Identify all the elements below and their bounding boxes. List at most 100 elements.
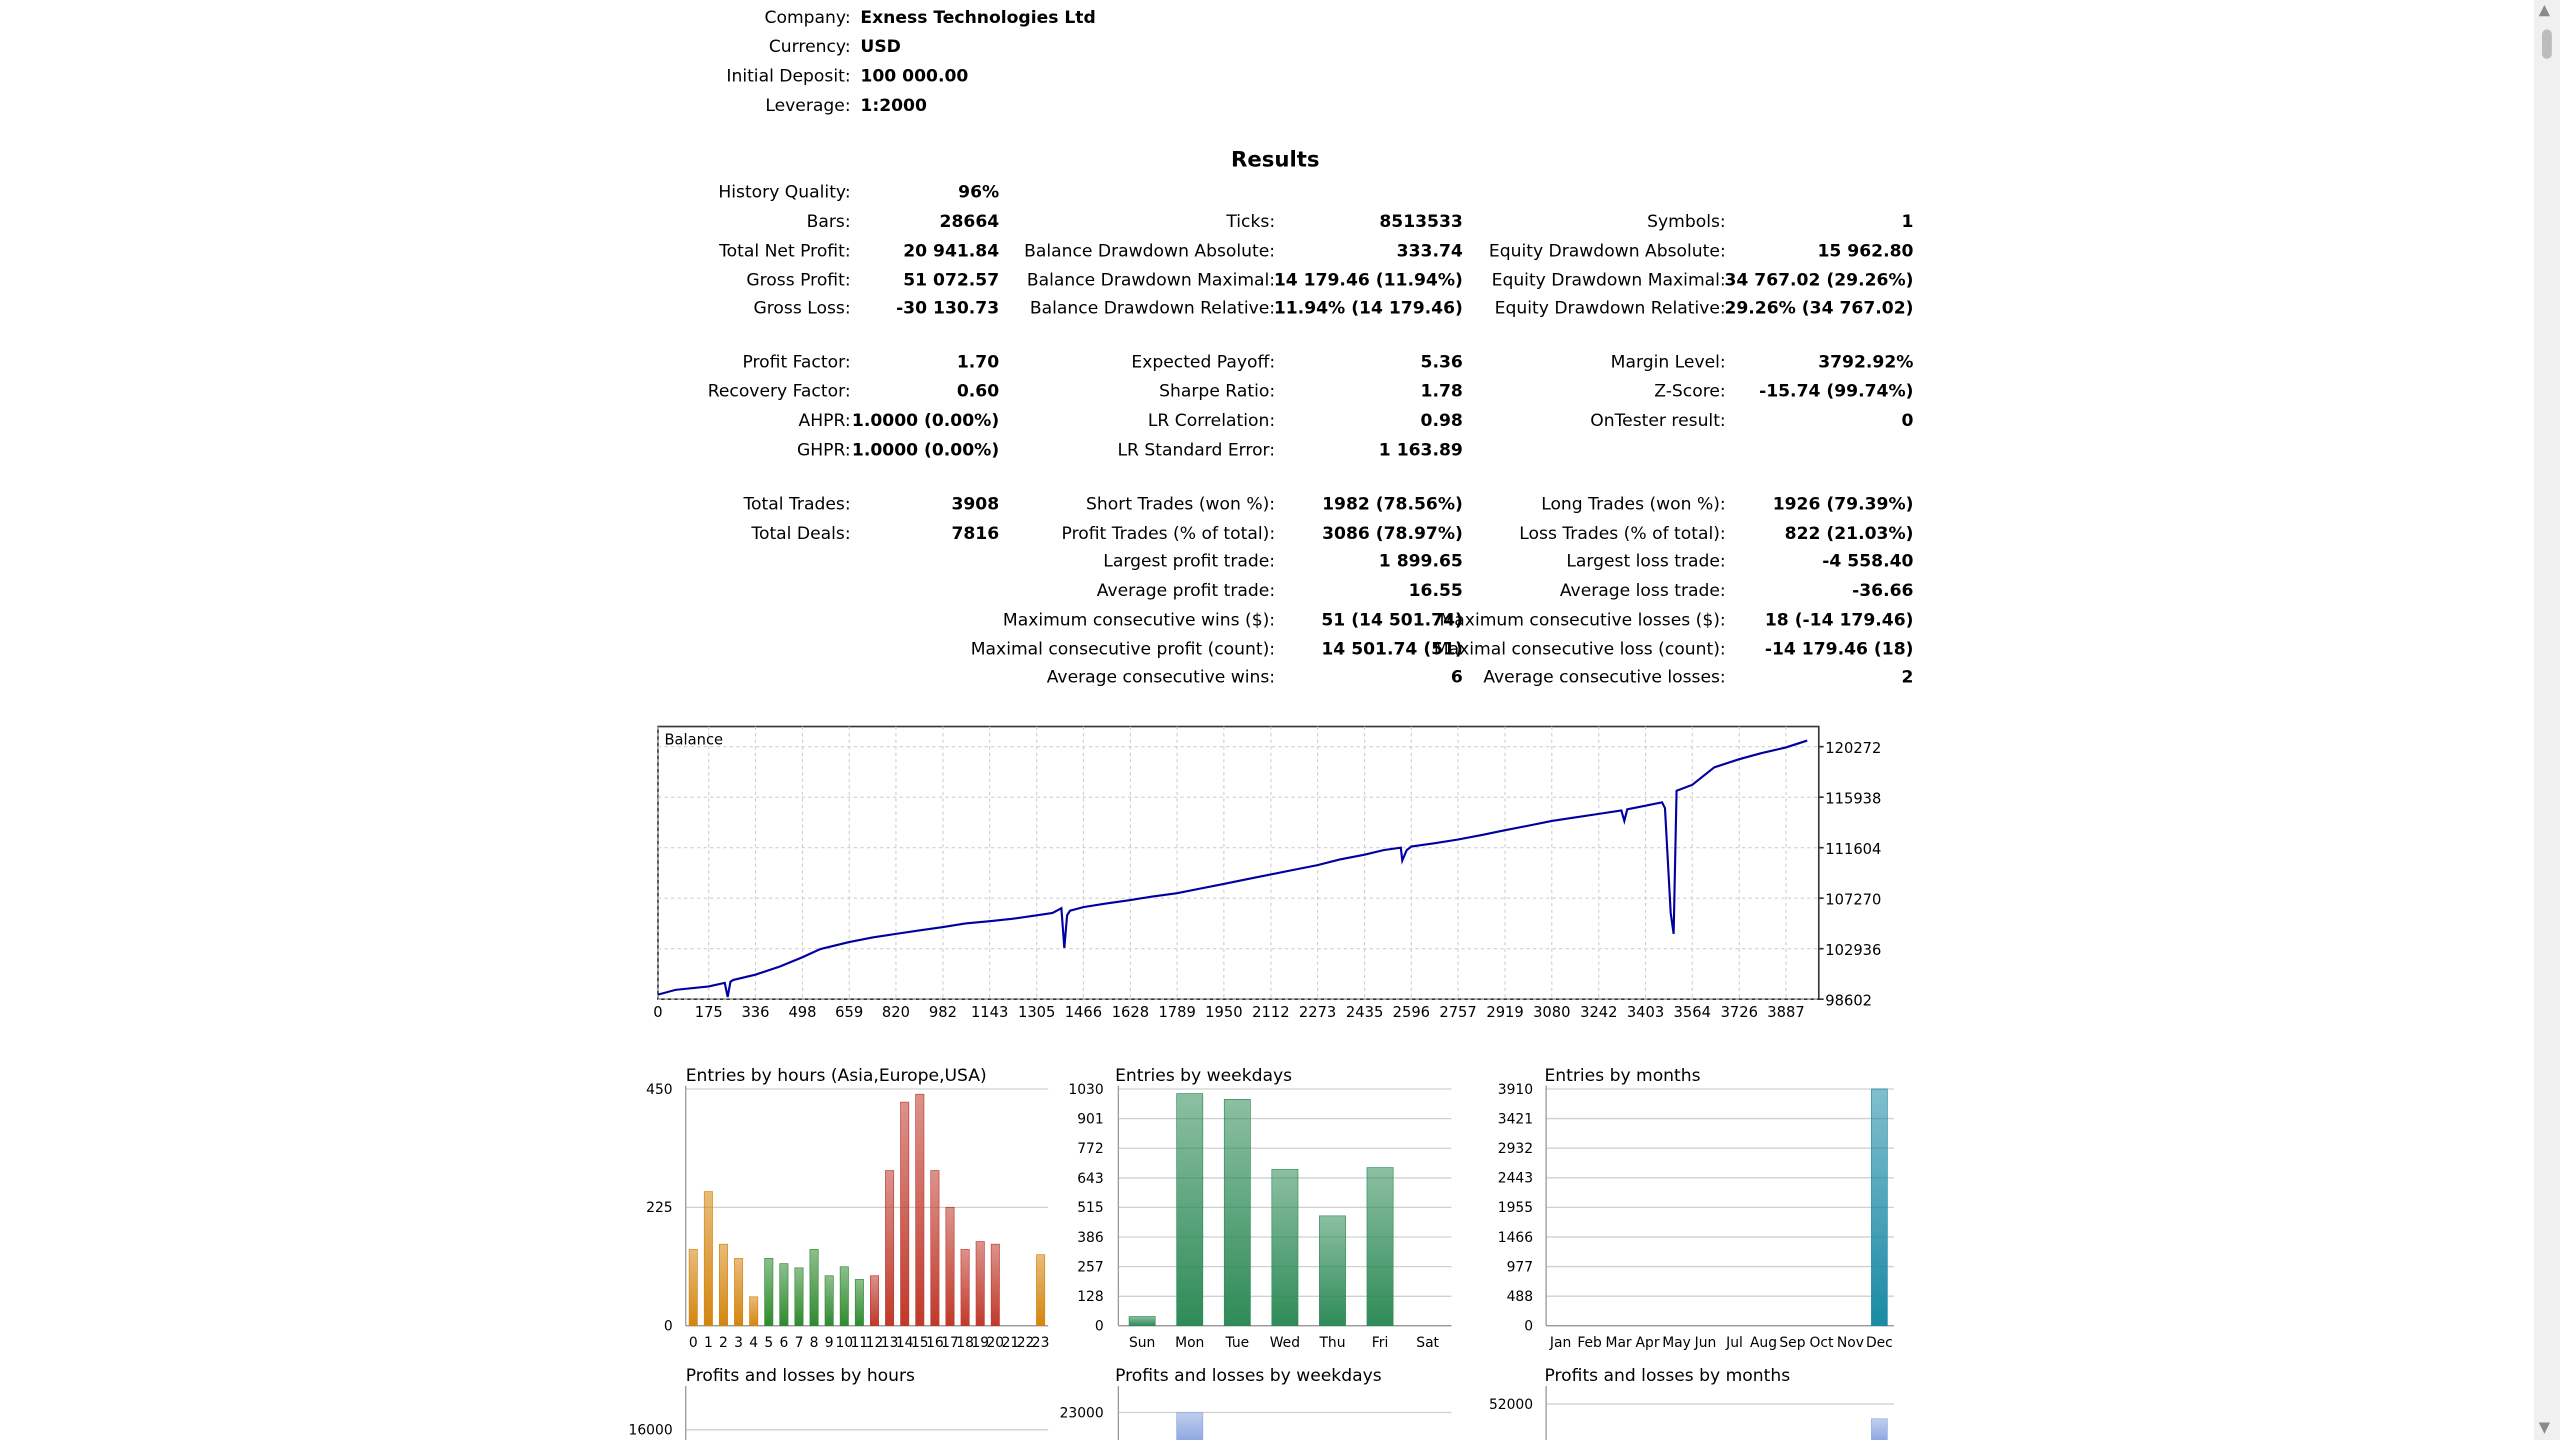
stat-label: Balance Drawdown Absolute: [1024,241,1276,262]
balance-x-tick: 1466 [1065,1004,1102,1021]
bar [1176,1093,1204,1327]
account-label: Leverage: [765,96,851,116]
balance-x-tick: 336 [741,1004,769,1021]
stat-value: 1.0000 (0.00%) [851,411,1000,432]
bar-x-tick: Mar [1605,1335,1631,1351]
bar-chart-title: Entries by weekdays [1115,1066,1292,1086]
balance-x-tick: 1305 [1018,1004,1055,1021]
stat-value: 28664 [939,212,1000,232]
bar-x-tick: 19 [971,1335,989,1351]
balance-x-tick: 498 [788,1004,816,1021]
bar-y-tick: 128 [1077,1289,1103,1305]
bar [854,1279,864,1327]
bar-y-tick: 643 [1077,1171,1103,1187]
stat-label: Equity Drawdown Relative: [1494,298,1726,319]
stat-label: Margin Level: [1610,352,1726,373]
bar-y-tick: 0 [1095,1319,1104,1335]
bar-x-tick: May [1662,1335,1691,1351]
stat-label: Recovery Factor: [707,382,851,402]
bar-x-tick: Sep [1779,1335,1805,1351]
bar-x-tick: Oct [1809,1335,1834,1351]
bar-x-tick: Nov [1837,1335,1864,1351]
stat-label: Short Trades (won %): [1086,494,1276,515]
bar-x-tick: 23 [1032,1335,1050,1351]
stat-label: Loss Trades (% of total): [1519,524,1726,544]
bar [915,1093,925,1327]
bar-x-tick: Sun [1129,1335,1155,1351]
stat-value: 51 072.57 [903,271,1000,291]
bar [1036,1254,1046,1327]
scroll-thumb[interactable] [2542,29,2552,59]
scroll-up-arrow-icon[interactable]: ▲ [2538,3,2551,20]
stat-label: Sharpe Ratio: [1159,382,1276,402]
balance-x-tick: 659 [835,1004,863,1021]
scroll-down-arrow-icon[interactable]: ▼ [2538,1420,2551,1437]
stat-label: Profit Factor: [742,352,851,373]
bar-x-tick: 12 [866,1335,884,1351]
bar-x-tick: Jun [1694,1335,1717,1351]
bar-x-tick: 5 [764,1335,773,1351]
bar-x-tick: Aug [1750,1335,1777,1351]
stat-value: -4 558.40 [1822,551,1914,572]
bar-x-tick: Apr [1636,1335,1660,1351]
stat-value: 15 962.80 [1817,241,1914,262]
bar [1223,1098,1251,1327]
bar-y-tick: 515 [1077,1200,1103,1216]
bar [930,1170,940,1327]
stat-value: -15.74 (99.74%) [1759,382,1914,402]
bar [870,1275,879,1327]
stat-value: 0.98 [1420,411,1463,432]
bar-x-tick: Fri [1372,1335,1389,1351]
results-title: Results [1231,148,1320,174]
balance-x-tick: 2919 [1486,1004,1523,1021]
vertical-scrollbar[interactable]: ▲ ▼ [2533,0,2560,1440]
balance-y-tick: 98602 [1825,993,1872,1010]
stat-label: LR Correlation: [1147,411,1276,432]
stat-label: Maximum consecutive wins ($): [1002,610,1276,631]
stat-value: -36.66 [1852,581,1914,601]
balance-x-tick: 1143 [971,1004,1008,1021]
bar-y-tick: 977 [1507,1259,1533,1275]
balance-x-tick: 2757 [1439,1004,1476,1021]
bar [764,1258,774,1327]
bar-y-tick: 225 [646,1200,672,1216]
balance-y-tick: 115938 [1825,791,1881,808]
stat-label: Z-Score: [1654,382,1726,402]
balance-x-tick: 175 [695,1004,723,1021]
bar-x-tick: 22 [1017,1335,1035,1351]
bar-y-tick: 2443 [1498,1171,1533,1187]
stat-label: Average consecutive losses: [1483,667,1726,688]
bar [688,1249,698,1327]
bar-x-tick: Feb [1577,1335,1602,1351]
bar-x-tick: Mon [1175,1335,1204,1351]
balance-x-tick: 2273 [1299,1004,1336,1021]
bar [1128,1316,1156,1327]
balance-x-tick: 982 [929,1004,957,1021]
stat-label: Total Deals: [751,524,851,544]
account-value: USD [860,37,901,58]
bar-x-tick: 4 [749,1335,758,1351]
stat-value: 0 [1901,411,1914,432]
bar [779,1263,789,1327]
bar [734,1258,744,1327]
balance-y-tick: 111604 [1825,841,1881,858]
balance-x-tick: 1789 [1158,1004,1195,1021]
stat-label: Total Trades: [743,494,851,515]
stat-value: 29.26% (34 767.02) [1724,298,1914,319]
bar-x-tick: 8 [810,1335,819,1351]
stat-value: 1 163.89 [1378,440,1463,461]
bar-y-tick: 3910 [1498,1082,1533,1098]
bar [990,1243,1000,1327]
stat-value: -14 179.46 (18) [1764,640,1914,660]
stat-value: 2 [1901,667,1914,688]
stat-label: Average loss trade: [1559,581,1726,601]
bar [703,1191,713,1327]
bar-x-tick: 9 [825,1335,834,1351]
balance-x-tick: 3403 [1627,1004,1664,1021]
account-label: Currency: [768,37,851,58]
bar [718,1243,728,1327]
stat-value: 5.36 [1420,352,1463,373]
stat-label: Equity Drawdown Absolute: [1488,241,1726,262]
